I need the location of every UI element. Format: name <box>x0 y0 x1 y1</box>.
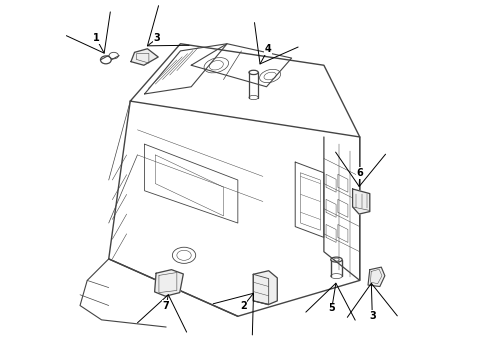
Text: 5: 5 <box>328 303 335 314</box>
Polygon shape <box>131 49 158 65</box>
FancyArrowPatch shape <box>306 283 355 320</box>
FancyArrowPatch shape <box>147 6 189 46</box>
FancyArrowPatch shape <box>254 23 298 64</box>
Text: 7: 7 <box>163 301 170 311</box>
FancyArrowPatch shape <box>213 293 253 335</box>
Polygon shape <box>353 189 370 214</box>
FancyArrowPatch shape <box>138 295 187 332</box>
Polygon shape <box>368 267 385 287</box>
Text: 2: 2 <box>240 301 246 311</box>
FancyArrowPatch shape <box>336 152 386 186</box>
Text: 4: 4 <box>265 44 271 54</box>
FancyArrowPatch shape <box>347 283 397 317</box>
Text: 1: 1 <box>93 33 99 43</box>
Text: 6: 6 <box>356 168 363 178</box>
Text: 3: 3 <box>369 311 376 321</box>
FancyArrowPatch shape <box>66 12 110 53</box>
Polygon shape <box>253 271 277 305</box>
Text: 3: 3 <box>154 33 161 43</box>
Polygon shape <box>155 270 183 296</box>
